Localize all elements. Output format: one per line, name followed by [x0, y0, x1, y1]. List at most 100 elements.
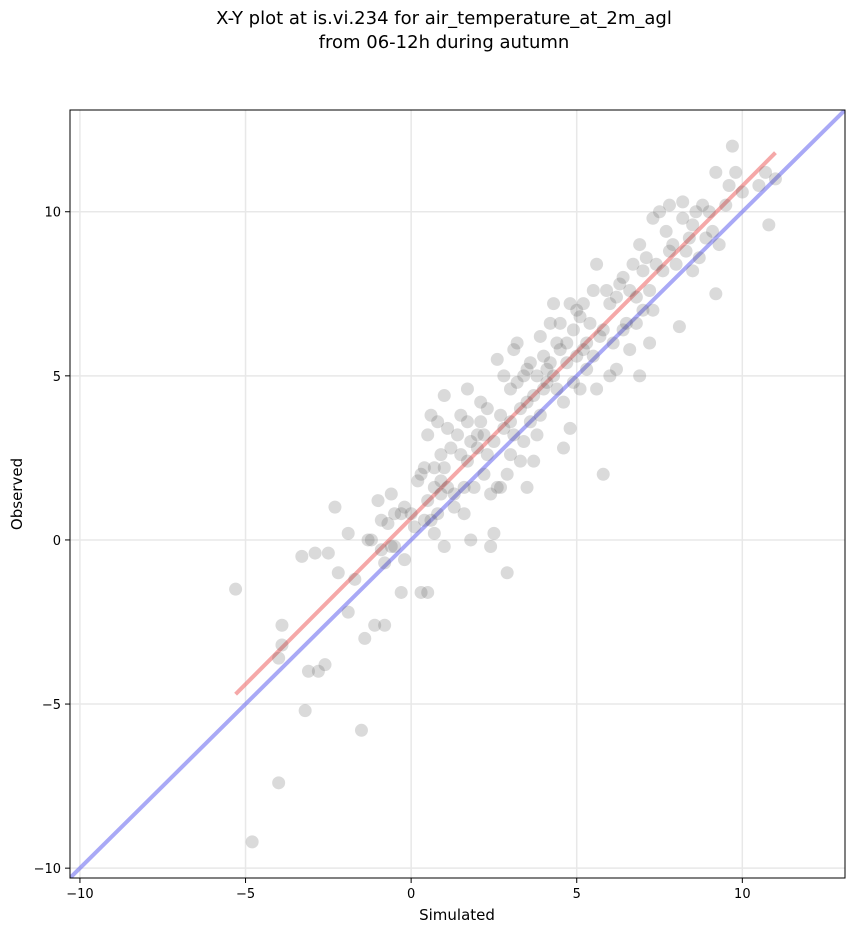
scatter-point — [600, 284, 614, 298]
scatter-point — [394, 507, 408, 521]
scatter-point — [523, 415, 537, 429]
scatter-point — [454, 408, 468, 422]
scatter-point — [507, 428, 521, 442]
scatter-point — [556, 395, 570, 409]
scatter-point — [427, 526, 441, 540]
scatter-point — [437, 540, 451, 554]
scatter-point — [295, 549, 309, 563]
scatter-point — [576, 297, 590, 311]
scatter-point — [421, 585, 435, 599]
scatter-point — [623, 343, 637, 357]
scatter-point — [653, 205, 667, 219]
scatter-point — [520, 480, 534, 494]
scatter-point — [533, 329, 547, 343]
scatter-point — [361, 533, 375, 547]
scatter-point — [510, 336, 524, 350]
scatter-point — [245, 835, 259, 849]
scatter-point — [348, 572, 362, 586]
x-axis-label: Simulated — [419, 906, 495, 924]
chart-title-line-2: from 06-12h during autumn — [319, 32, 570, 53]
scatter-point — [381, 517, 395, 531]
scatter-point — [424, 408, 438, 422]
scatter-point — [636, 303, 650, 317]
scatter-point — [662, 244, 676, 258]
scatter-point — [639, 251, 653, 265]
scatter-point — [487, 434, 501, 448]
scatter-point — [566, 323, 580, 337]
scatter-point — [686, 264, 700, 278]
scatter-point — [669, 257, 683, 271]
regression-fit-line — [234, 151, 777, 696]
scatter-point — [719, 198, 733, 212]
scatter-point — [513, 454, 527, 468]
scatter-point — [434, 448, 448, 462]
scatter-point — [272, 651, 286, 665]
scatter-point — [480, 402, 494, 416]
scatter-point — [431, 507, 445, 521]
scatter-point — [676, 195, 690, 209]
scatter-point — [609, 362, 623, 376]
scatter-point — [566, 375, 580, 389]
scatter-point — [626, 257, 640, 271]
axis-ticks: −10 −5 0 5 10 −10 −5 0 5 10 — [34, 206, 751, 902]
scatter-point — [583, 316, 597, 330]
reference-lines — [70, 110, 845, 878]
scatter-point — [725, 139, 739, 153]
scatter-point — [682, 231, 696, 245]
scatter-point — [484, 487, 498, 501]
scatter-point — [444, 441, 458, 455]
scatter-point — [586, 284, 600, 298]
scatter-point — [560, 356, 574, 370]
scatter-point — [398, 553, 412, 567]
scatter-point — [573, 382, 587, 396]
y-tick-label: −5 — [42, 698, 61, 713]
scatter-point — [762, 218, 776, 232]
scatter-point — [722, 178, 736, 192]
scatter-point — [590, 382, 604, 396]
scatter-point — [371, 494, 385, 508]
scatter-point — [556, 441, 570, 455]
scatter-point — [540, 362, 554, 376]
scatter-point — [421, 428, 435, 442]
scatter-point — [490, 480, 504, 494]
scatter-point — [553, 316, 567, 330]
scatter-point — [374, 543, 388, 557]
y-tick-label: −10 — [34, 862, 61, 877]
scatter-point — [643, 284, 657, 298]
scatter-point — [530, 369, 544, 383]
scatter-point — [384, 540, 398, 554]
scatter-point — [616, 323, 630, 337]
scatter-point — [454, 448, 468, 462]
scatter-point — [451, 428, 464, 442]
scatter-point — [331, 566, 345, 580]
scatter-point — [580, 362, 594, 376]
scatter-point — [603, 369, 617, 383]
scatter-point — [487, 526, 501, 540]
scatter-point — [500, 467, 514, 481]
scatter-point — [494, 408, 508, 422]
scatter-point — [543, 316, 557, 330]
scatter-point — [656, 264, 670, 278]
scatter-point — [341, 526, 355, 540]
scatter-point — [441, 480, 455, 494]
scatter-point — [460, 382, 474, 396]
scatter-point — [460, 415, 474, 429]
scatter-point — [533, 408, 547, 422]
scatter-point — [550, 336, 564, 350]
scatter-point — [699, 231, 713, 245]
scatter-point — [543, 356, 557, 370]
scatter-point — [460, 454, 474, 468]
scatter-point — [427, 480, 441, 494]
scatter-point — [500, 566, 514, 580]
scatter-point — [298, 704, 312, 718]
scatter-point — [540, 375, 554, 389]
scatter-point — [646, 211, 660, 225]
scatter-point — [616, 270, 630, 284]
scatter-point — [421, 494, 435, 508]
scatter-point — [474, 395, 488, 409]
scatter-point — [537, 349, 551, 363]
scatter-point — [702, 205, 716, 219]
scatter-point — [563, 421, 577, 435]
x-tick-label: 5 — [573, 887, 581, 902]
